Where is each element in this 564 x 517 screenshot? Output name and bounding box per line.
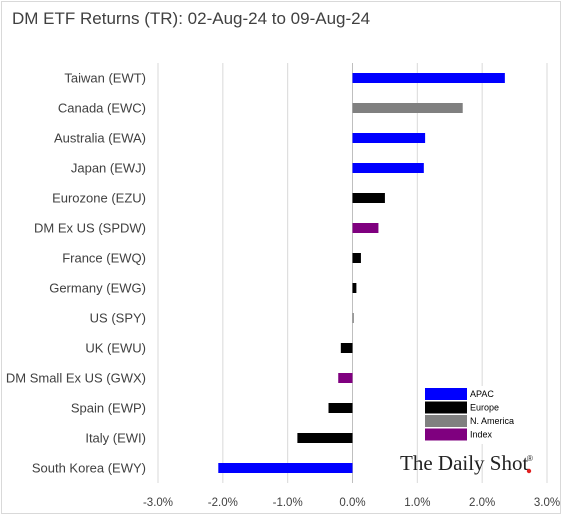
bar-japan-ewj — [352, 163, 424, 173]
bar-us-spy — [352, 313, 354, 323]
brand-logo: The Daily Shot ® — [400, 451, 533, 475]
brand-text: The Daily Shot — [400, 451, 528, 475]
category-label: Taiwan (EWT) — [64, 71, 146, 86]
category-label: US (SPY) — [90, 311, 146, 326]
bar-australia-ewa — [352, 133, 426, 143]
bar-italy-ewi — [297, 433, 353, 443]
chart-title: DM ETF Returns (TR): 02-Aug-24 to 09-Aug… — [12, 9, 371, 28]
bar-france-ewq — [352, 253, 361, 263]
legend-swatch — [425, 428, 467, 441]
category-label: Eurozone (EZU) — [52, 191, 146, 206]
x-axis-tick-labels: -3.0% -2.0% -1.0% 0.0% 1.0% 2.0% 3.0% — [143, 497, 560, 509]
legend-swatch — [425, 415, 467, 427]
legend-label: N. America — [470, 416, 514, 426]
category-label: UK (EWU) — [85, 341, 146, 356]
bar-eurozone-ezu — [352, 193, 385, 203]
bar-south-korea-ewy — [218, 463, 353, 473]
category-label: Australia (EWA) — [54, 131, 146, 146]
bar-taiwan-ewt — [352, 73, 505, 83]
bar-dm-small-ex-us-gwx — [338, 373, 353, 383]
category-label: DM Ex US (SPDW) — [34, 221, 146, 236]
x-tick-label: 1.0% — [404, 497, 430, 509]
category-label: Japan (EWJ) — [71, 161, 146, 176]
x-tick-label: -1.0% — [273, 497, 303, 509]
bars — [218, 73, 505, 473]
x-tick-label: 2.0% — [469, 497, 495, 509]
legend-label: Europe — [470, 403, 499, 413]
category-label: Italy (EWI) — [85, 431, 146, 446]
bar-germany-ewg — [352, 283, 357, 293]
x-tick-label: -2.0% — [208, 497, 238, 509]
x-tick-label: 3.0% — [534, 497, 560, 509]
category-label: Germany (EWG) — [49, 281, 146, 296]
x-tick-label: 0.0% — [339, 497, 365, 509]
bar-dm-ex-us-spdw — [352, 223, 379, 233]
bar-canada-ewc — [352, 103, 463, 113]
bar-uk-ewu — [340, 343, 353, 353]
category-label: Canada (EWC) — [58, 101, 146, 116]
legend-label: APAC — [470, 389, 494, 399]
category-label: Spain (EWP) — [71, 401, 146, 416]
brand-dot — [526, 468, 532, 474]
brand-registered-mark: ® — [527, 454, 533, 463]
legend-swatch — [425, 401, 467, 414]
legend-swatch — [425, 388, 467, 400]
category-label: South Korea (EWY) — [32, 461, 146, 476]
category-label: France (EWQ) — [62, 251, 146, 266]
legend: APAC Europe N. America Index — [422, 386, 530, 444]
legend-label: Index — [470, 430, 493, 440]
x-tick-label: -3.0% — [143, 497, 173, 509]
category-label: DM Small Ex US (GWX) — [6, 371, 146, 386]
category-labels: Taiwan (EWT) Canada (EWC) Australia (EWA) J… — [6, 71, 146, 476]
bar-spain-ewp — [328, 403, 353, 413]
